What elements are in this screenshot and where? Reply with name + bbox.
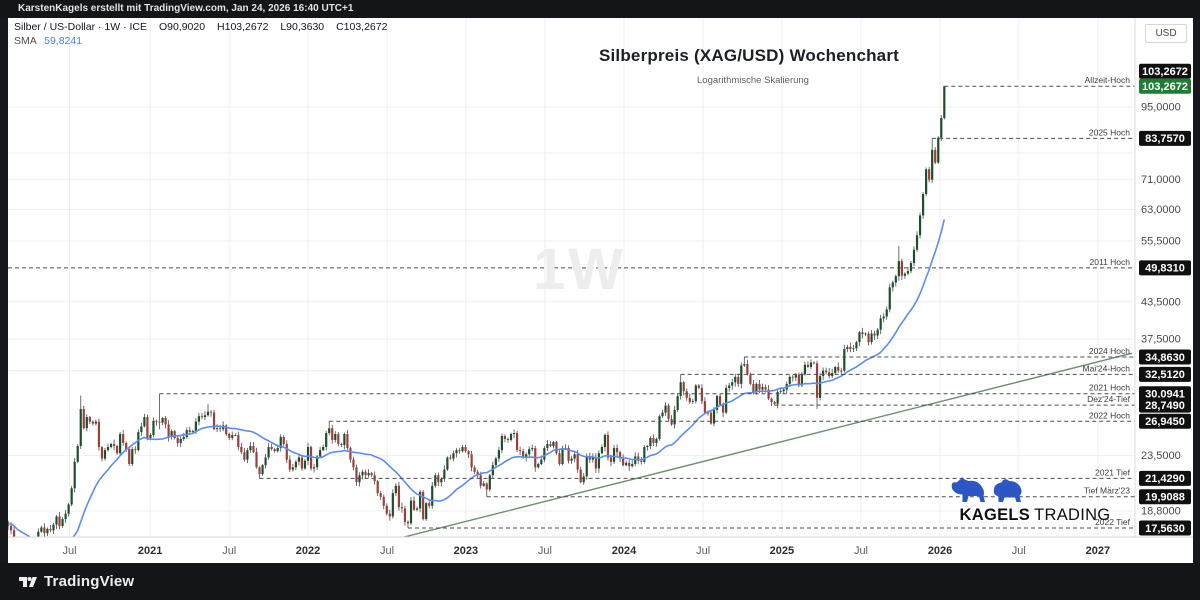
sma-label: SMA: [14, 35, 37, 47]
svg-text:2023: 2023: [454, 545, 478, 557]
symbol-legend: Silber / US-Dollar · 1W · ICE O90,9020 H…: [14, 21, 387, 47]
svg-text:49,8310: 49,8310: [1145, 263, 1185, 275]
open-value: 90,9020: [167, 21, 206, 33]
svg-text:26,9450: 26,9450: [1145, 416, 1185, 428]
svg-text:2026: 2026: [928, 545, 952, 557]
high-label: H: [217, 21, 225, 33]
svg-text:Jul: Jul: [222, 545, 236, 557]
svg-text:103,2672: 103,2672: [1142, 81, 1188, 93]
tradingview-logo-icon[interactable]: [18, 572, 38, 592]
svg-text:Jul: Jul: [538, 545, 552, 557]
low-value: 90,3630: [286, 21, 325, 33]
svg-text:Jul: Jul: [854, 545, 868, 557]
svg-text:23,5000: 23,5000: [1141, 450, 1181, 462]
kagels-trading-logo: KAGELS TRADING: [950, 475, 1120, 525]
svg-text:2025: 2025: [770, 545, 794, 557]
svg-text:103,2672: 103,2672: [1142, 66, 1188, 78]
currency-unit-badge: USD: [1145, 24, 1187, 43]
svg-text:2021 Tief: 2021 Tief: [1095, 467, 1131, 477]
svg-text:30,0941: 30,0941: [1145, 388, 1185, 400]
svg-text:95,0000: 95,0000: [1141, 102, 1181, 114]
svg-text:Jul: Jul: [63, 545, 77, 557]
svg-text:2024: 2024: [612, 545, 637, 557]
svg-text:Dez'24-Tief: Dez'24-Tief: [1087, 394, 1131, 404]
svg-text:55,5000: 55,5000: [1141, 236, 1181, 248]
svg-text:32,5120: 32,5120: [1145, 369, 1185, 381]
bull-bear-icons: [950, 475, 1120, 505]
svg-text:Allzeit-Hoch: Allzeit-Hoch: [1085, 75, 1131, 85]
svg-text:2021 Hoch: 2021 Hoch: [1089, 383, 1130, 393]
indicator-row: SMA 59,8241: [14, 35, 387, 47]
kagels-wordmark: KAGELS TRADING: [950, 506, 1120, 525]
svg-text:34,8630: 34,8630: [1145, 352, 1185, 364]
kagels-wordmark-bold: KAGELS: [959, 506, 1031, 524]
svg-text:2021: 2021: [138, 545, 162, 557]
svg-text:2022 Tief: 2022 Tief: [1095, 517, 1131, 527]
close-value: 103,2672: [343, 21, 388, 33]
svg-text:2027: 2027: [1086, 545, 1110, 557]
svg-text:37,5000: 37,5000: [1141, 333, 1181, 345]
bull-icon: [951, 477, 985, 502]
kagels-wordmark-light: TRADING: [1034, 506, 1111, 524]
svg-text:28,7490: 28,7490: [1145, 400, 1185, 412]
bear-icon: [993, 479, 1022, 502]
symbol-ohlc-row: Silber / US-Dollar · 1W · ICE O90,9020 H…: [14, 21, 387, 33]
tradingview-wordmark[interactable]: TradingView: [44, 573, 135, 590]
svg-text:2022: 2022: [296, 545, 320, 557]
svg-text:63,0000: 63,0000: [1141, 204, 1181, 216]
close-label: C: [336, 21, 344, 33]
svg-text:Jul: Jul: [380, 545, 394, 557]
high-value: 103,2672: [224, 21, 269, 33]
svg-text:2011 Hoch: 2011 Hoch: [1090, 257, 1131, 267]
attribution-text: KarstenKagels erstellt mit TradingView.c…: [18, 3, 354, 14]
svg-text:43,5000: 43,5000: [1141, 296, 1181, 308]
svg-text:21,4290: 21,4290: [1145, 473, 1185, 485]
svg-text:2024 Hoch: 2024 Hoch: [1089, 346, 1130, 356]
svg-text:Jul: Jul: [1012, 545, 1026, 557]
price-chart-canvas[interactable]: Allzeit-Hoch 2025 Hoch 2011 Hoch 2024 Hoch M…: [8, 18, 1193, 563]
svg-text:83,7570: 83,7570: [1145, 133, 1185, 145]
attribution-bar: KarstenKagels erstellt mit TradingView.c…: [0, 0, 1200, 18]
tradingview-footer: TradingView: [0, 563, 1200, 600]
chart-panel: Allzeit-Hoch 2025 Hoch 2011 Hoch 2024 Hoch M…: [8, 18, 1193, 563]
timeframe-watermark: 1W: [533, 237, 626, 302]
svg-text:Mai'24-Hoch: Mai'24-Hoch: [1083, 363, 1131, 373]
low-label: L: [280, 21, 287, 33]
svg-text:Tief März'23: Tief März'23: [1084, 486, 1130, 496]
chart-title: Silberpreis (XAG/USD) Wochenchart: [598, 46, 900, 65]
svg-text:18,8000: 18,8000: [1141, 506, 1181, 518]
svg-text:19,9088: 19,9088: [1145, 492, 1185, 504]
sma-value: 59,8241: [44, 35, 83, 47]
svg-text:71,0000: 71,0000: [1141, 174, 1181, 186]
chart-subtitle: Logarithmische Skalierung: [697, 75, 809, 86]
svg-text:2025 Hoch: 2025 Hoch: [1089, 127, 1130, 137]
symbol-title: Silber / US-Dollar · 1W · ICE: [14, 21, 148, 33]
svg-text:17,5630: 17,5630: [1145, 523, 1185, 535]
open-label: O: [158, 21, 168, 33]
svg-text:Jul: Jul: [696, 545, 710, 557]
svg-text:2022 Hoch: 2022 Hoch: [1089, 410, 1130, 420]
